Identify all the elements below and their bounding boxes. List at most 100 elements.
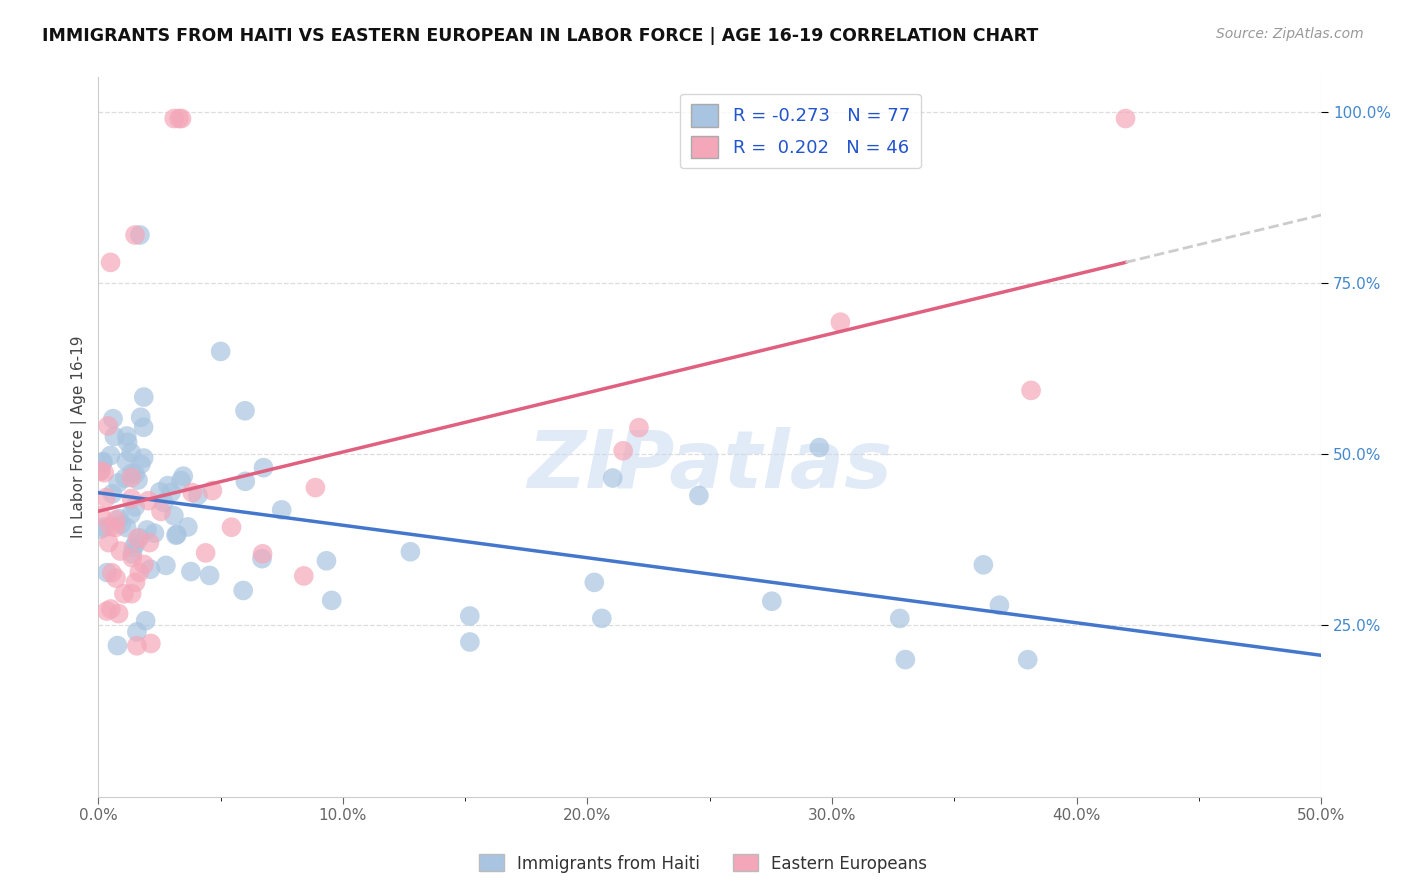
Point — [98, 519, 121, 533]
Point — [612, 443, 634, 458]
Point — [458, 635, 481, 649]
Point — [124, 467, 146, 481]
Point — [972, 558, 994, 572]
Point — [163, 112, 186, 126]
Point — [124, 500, 146, 514]
Point — [122, 541, 145, 555]
Point — [136, 523, 159, 537]
Point — [112, 587, 135, 601]
Point — [90, 464, 112, 478]
Point — [138, 493, 160, 508]
Point — [172, 469, 194, 483]
Point — [120, 470, 142, 484]
Point — [104, 513, 127, 527]
Point — [124, 227, 146, 242]
Y-axis label: In Labor Force | Age 16-19: In Labor Force | Age 16-19 — [72, 335, 87, 538]
Point — [221, 520, 243, 534]
Point — [115, 454, 138, 468]
Point — [129, 410, 152, 425]
Legend: Immigrants from Haiti, Eastern Europeans: Immigrants from Haiti, Eastern Europeans — [472, 847, 934, 880]
Point — [93, 520, 115, 534]
Point — [115, 429, 138, 443]
Point — [128, 566, 150, 580]
Point — [91, 456, 114, 470]
Point — [270, 503, 292, 517]
Point — [761, 594, 783, 608]
Point — [129, 457, 152, 471]
Point — [135, 614, 157, 628]
Point — [602, 471, 624, 485]
Point — [315, 554, 337, 568]
Point — [121, 550, 143, 565]
Point — [143, 526, 166, 541]
Point — [101, 411, 124, 425]
Point — [149, 484, 172, 499]
Point — [104, 520, 127, 534]
Point — [129, 227, 152, 242]
Point — [101, 487, 124, 501]
Point — [139, 562, 162, 576]
Point — [170, 112, 193, 126]
Point — [591, 611, 613, 625]
Point — [127, 473, 149, 487]
Point — [125, 536, 148, 550]
Point — [110, 544, 132, 558]
Point — [105, 571, 128, 585]
Point — [153, 495, 176, 509]
Point — [252, 547, 274, 561]
Point — [1017, 653, 1039, 667]
Point — [209, 344, 232, 359]
Point — [90, 464, 112, 478]
Point — [170, 474, 193, 488]
Point — [187, 488, 209, 502]
Point — [132, 450, 155, 465]
Point — [150, 504, 173, 518]
Point — [117, 435, 139, 450]
Point — [94, 491, 117, 505]
Point — [124, 575, 146, 590]
Point — [166, 527, 188, 541]
Point — [399, 545, 422, 559]
Point — [1019, 384, 1042, 398]
Point — [160, 485, 183, 500]
Point — [121, 587, 143, 601]
Point — [120, 508, 142, 522]
Point — [201, 483, 224, 498]
Point — [988, 598, 1011, 612]
Point — [108, 512, 131, 526]
Point — [121, 547, 143, 561]
Point — [125, 639, 148, 653]
Point — [91, 454, 114, 468]
Point — [177, 520, 200, 534]
Point — [90, 508, 112, 523]
Point — [110, 516, 132, 531]
Point — [100, 449, 122, 463]
Point — [127, 531, 149, 545]
Point — [96, 604, 118, 618]
Point — [115, 520, 138, 534]
Point — [97, 535, 120, 549]
Point — [808, 441, 831, 455]
Point — [627, 420, 650, 434]
Point — [181, 485, 204, 500]
Point — [114, 471, 136, 485]
Point — [132, 420, 155, 434]
Point — [180, 565, 202, 579]
Point — [128, 531, 150, 545]
Point — [252, 460, 274, 475]
Text: IMMIGRANTS FROM HAITI VS EASTERN EUROPEAN IN LABOR FORCE | AGE 16-19 CORRELATION: IMMIGRANTS FROM HAITI VS EASTERN EUROPEA… — [42, 27, 1039, 45]
Point — [198, 568, 221, 582]
Point — [107, 639, 129, 653]
Point — [107, 475, 129, 490]
Point — [894, 652, 917, 666]
Point — [163, 508, 186, 523]
Point — [103, 429, 125, 443]
Legend: R = -0.273   N = 77, R =  0.202   N = 46: R = -0.273 N = 77, R = 0.202 N = 46 — [681, 94, 921, 169]
Point — [100, 602, 122, 616]
Point — [101, 566, 124, 580]
Point — [107, 607, 129, 621]
Point — [167, 112, 190, 126]
Point — [233, 404, 256, 418]
Point — [292, 569, 315, 583]
Point — [96, 566, 118, 580]
